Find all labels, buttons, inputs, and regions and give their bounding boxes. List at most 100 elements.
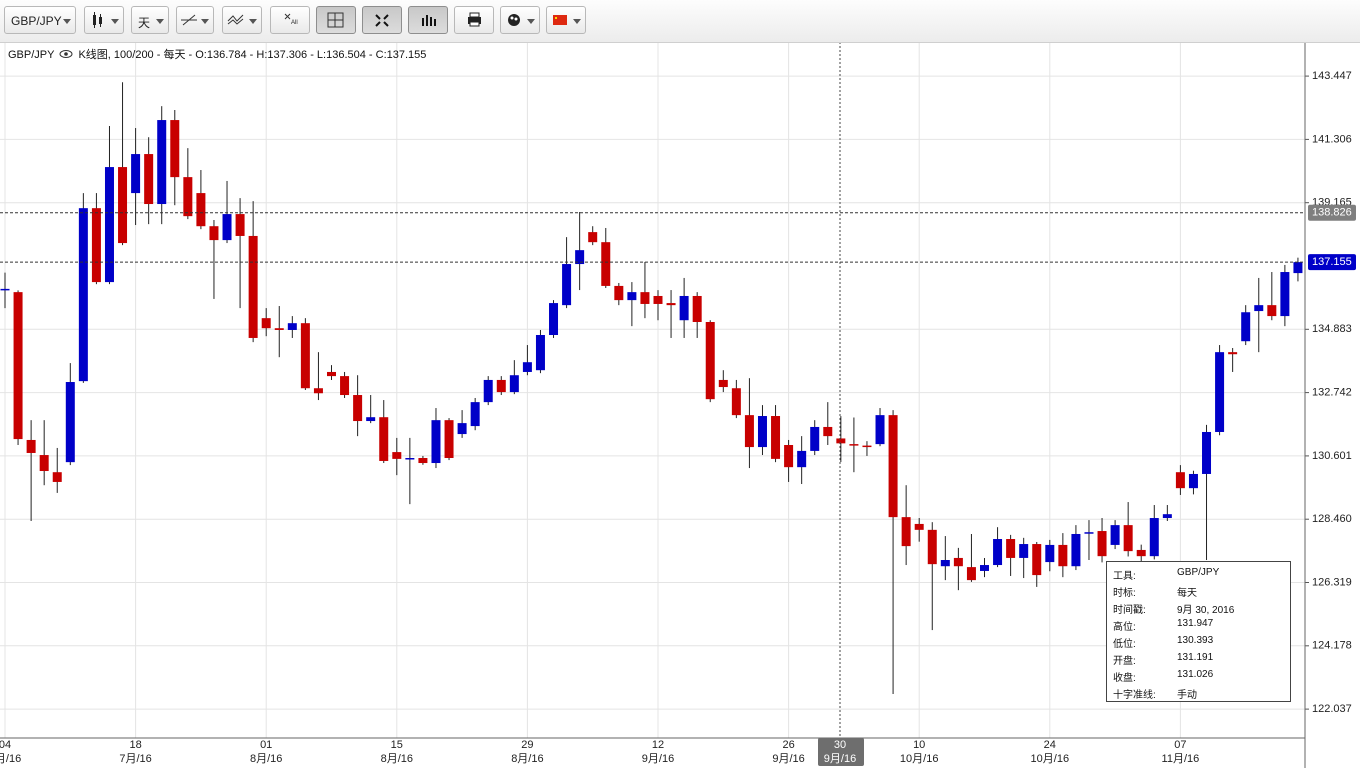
crosshair-button[interactable] [316,6,356,34]
candle-body [1110,525,1120,545]
candle-body [718,379,728,388]
y-tick-label: 143.447 [1312,70,1352,82]
eye-icon[interactable] [58,49,74,59]
candle-body [366,417,376,422]
candle-body [849,444,859,446]
all-label: All [291,20,298,26]
x-month-label: 10月/16 [1031,753,1070,765]
tooltip-key: 开盘: [1113,656,1136,667]
candle-body [235,214,245,236]
candle-body [731,388,741,416]
icon [375,14,389,27]
candle-body [78,208,88,382]
candle-body [549,303,559,336]
draw-button[interactable] [176,6,214,34]
x-month-label: 7月/16 [0,753,21,765]
tooltip-row: 低位: 130.393 [1113,632,1288,650]
x-tick-label: 29 [521,739,533,751]
tooltip-key: 时间戳: [1113,605,1146,616]
x-month-label: 7月/16 [119,753,151,765]
candle-body [222,214,232,241]
candle-body [1241,312,1251,342]
tooltip: 工具: GBP/JPY 时标: 每天时间戳: 9月 30, 2016 高位: 131.947… [1106,561,1291,702]
tooltip-row: 时间戳: 9月 30, 2016 [1113,598,1288,616]
candle-body [405,458,415,460]
tooltip-value: 9月 30, 2016 [1177,605,1235,616]
candle-body [614,285,624,301]
candle-body [457,423,467,435]
remove-all-button[interactable]: All [270,6,310,34]
tooltip-row: 高位: 131.947 [1113,615,1288,633]
x-month-label: 10月/16 [900,753,939,765]
tooltip-row: 时标: 每天 [1113,581,1288,599]
icon [422,15,436,26]
candle-body [353,395,363,422]
candle-body [1097,531,1107,557]
candle-body [927,529,937,565]
chart-type-button[interactable] [84,6,124,34]
candle-body [340,376,350,396]
candle-body [966,567,976,581]
candle-body [588,232,598,243]
fullscreen-button[interactable] [362,6,402,34]
volume-button[interactable] [408,6,448,34]
icon [327,12,344,28]
icon [284,13,291,20]
candle-body [705,321,715,400]
y-tick-label: 130.601 [1312,450,1352,462]
y-tick-label: 126.319 [1312,576,1352,588]
print-button[interactable] [454,6,494,34]
candle-body [953,557,963,567]
x-month-label: 11月/16 [1162,753,1200,765]
candle-body [836,438,846,444]
candle-body [509,375,519,393]
price-label-box [1308,254,1356,271]
candle-body [1280,272,1290,317]
candle-body [327,371,336,377]
candle-body [52,472,62,482]
candle-body [261,318,271,329]
candle-body [392,452,402,459]
tooltip-key: 收盘: [1113,673,1136,684]
period-button[interactable]: 天 [131,6,169,34]
candle-body [888,415,898,518]
x-month-label: 9月/16 [772,753,804,765]
candle-body [1084,532,1094,534]
tooltip-value: 130.393 [1177,635,1214,646]
candle-body [771,416,781,459]
candle-body [287,323,297,330]
x-month-label: 8月/16 [511,753,543,765]
price-label: 137.155 [1312,256,1352,268]
candle-body [118,167,128,244]
chart-header: GBP/JPY K线图, 100/200 - 每天 - O:136.784 - H… [8,46,426,62]
candle-body [535,335,545,371]
candle-body [1136,549,1146,557]
tooltip-value: 131.191 [1177,652,1214,663]
candle-body [313,388,323,394]
indicator-button[interactable] [222,6,262,34]
language-button[interactable] [546,6,586,34]
icon [468,12,481,27]
color-button[interactable] [500,6,540,34]
candle-body [1175,472,1185,489]
candle-body [993,539,1003,566]
candle-body [1006,539,1016,558]
icon [181,14,197,26]
x-tick-label: 26 [782,739,794,751]
tooltip-key: 工具: [1113,571,1136,582]
candle-body [379,417,389,461]
symbol-button[interactable]: GBP/JPY [4,6,76,34]
candle-body [679,295,689,321]
tooltip-value: GBP/JPY [1177,567,1220,578]
candle-body [627,292,637,301]
candle-body [562,264,572,306]
candle-body [483,379,493,403]
x-tick-label: 10 [913,739,925,751]
candle-body [470,402,480,427]
candle-body [692,295,702,322]
crosshair-day: 30 [834,739,846,751]
candle-body [418,458,428,464]
x-tick-label: 24 [1044,739,1056,751]
candle-body [1293,262,1303,274]
candle-body [1058,544,1068,567]
